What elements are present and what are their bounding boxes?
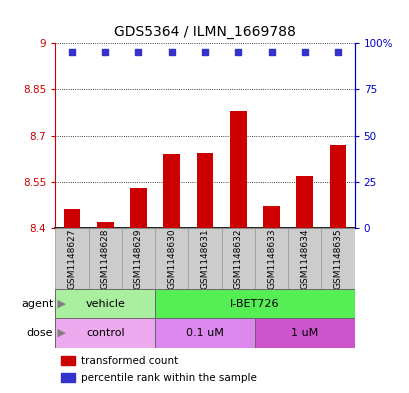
Bar — [155, 228, 188, 289]
Bar — [254, 228, 288, 289]
Bar — [321, 228, 354, 289]
Text: GSM1148629: GSM1148629 — [134, 228, 143, 288]
Text: 0.1 uM: 0.1 uM — [186, 328, 223, 338]
Point — [201, 50, 208, 56]
Text: GSM1148635: GSM1148635 — [333, 228, 342, 289]
Text: GSM1148631: GSM1148631 — [200, 228, 209, 289]
Point — [267, 50, 274, 56]
Text: agent: agent — [21, 299, 53, 309]
Text: vehicle: vehicle — [85, 299, 125, 309]
Text: GSM1148630: GSM1148630 — [167, 228, 176, 289]
Text: control: control — [86, 328, 124, 338]
Text: GSM1148634: GSM1148634 — [299, 228, 308, 288]
Point — [234, 50, 241, 56]
Point — [69, 50, 75, 56]
Point — [135, 50, 142, 56]
Bar — [155, 318, 254, 348]
Text: GSM1148628: GSM1148628 — [101, 228, 110, 288]
Bar — [229, 111, 246, 228]
Bar — [130, 188, 146, 228]
Bar — [55, 228, 88, 289]
Bar — [55, 318, 155, 348]
Bar — [288, 228, 321, 289]
Bar — [97, 222, 113, 228]
Text: percentile rank within the sample: percentile rank within the sample — [81, 373, 256, 383]
Bar — [196, 152, 213, 228]
Bar — [221, 228, 254, 289]
Text: 1 uM: 1 uM — [290, 328, 318, 338]
Bar — [163, 154, 180, 228]
Text: ▶: ▶ — [54, 328, 65, 338]
Bar — [155, 289, 354, 318]
Point — [102, 50, 108, 56]
Bar — [88, 228, 121, 289]
Bar — [61, 356, 74, 365]
Text: GSM1148632: GSM1148632 — [233, 228, 242, 288]
Bar — [188, 228, 221, 289]
Text: transformed count: transformed count — [81, 356, 178, 366]
Text: GSM1148627: GSM1148627 — [67, 228, 76, 288]
Bar — [329, 145, 346, 228]
Title: GDS5364 / ILMN_1669788: GDS5364 / ILMN_1669788 — [114, 26, 295, 39]
Bar — [254, 318, 354, 348]
Bar — [55, 289, 155, 318]
Text: ▶: ▶ — [54, 299, 65, 309]
Point — [334, 50, 340, 56]
Text: GSM1148633: GSM1148633 — [266, 228, 275, 289]
Point — [168, 50, 175, 56]
Text: dose: dose — [27, 328, 53, 338]
Bar — [63, 209, 80, 228]
Point — [301, 50, 307, 56]
Bar — [296, 176, 312, 228]
Bar — [121, 228, 155, 289]
Bar — [61, 373, 74, 382]
Bar — [263, 206, 279, 228]
Text: I-BET726: I-BET726 — [229, 299, 279, 309]
